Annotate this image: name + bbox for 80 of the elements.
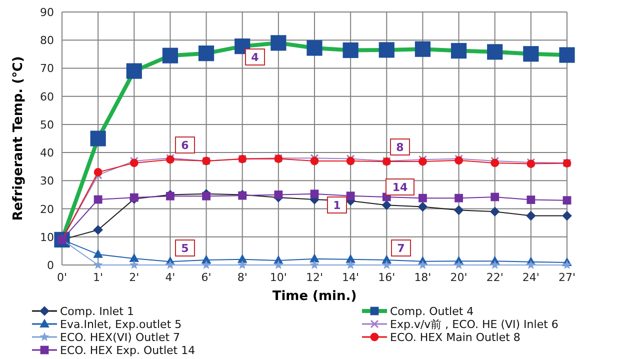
- point: [454, 260, 464, 269]
- point: [238, 260, 248, 269]
- annotation: 6: [181, 139, 190, 152]
- x-tick-label: 22': [486, 271, 504, 284]
- y-tick-label: 60: [40, 90, 54, 104]
- legend-label: Comp. Outlet 4: [390, 305, 474, 318]
- point: [382, 260, 392, 269]
- point: [454, 194, 463, 202]
- point: [562, 196, 572, 205]
- y-tick-label: 90: [40, 6, 54, 19]
- point: [237, 254, 248, 263]
- x-tick-label: 20': [450, 271, 468, 284]
- point: [490, 206, 500, 216]
- point: [346, 192, 355, 200]
- point: [93, 249, 103, 258]
- point: [418, 260, 428, 269]
- point: [526, 260, 536, 269]
- annotation: 1: [333, 199, 341, 212]
- legend-label: ECO. HEX Main Outlet 8: [390, 331, 520, 344]
- x-tick-label: 4': [165, 271, 176, 284]
- y-tick-label: 80: [40, 34, 54, 48]
- x-tick-label: 18': [414, 271, 432, 284]
- point: [562, 260, 572, 269]
- y-tick-label: 20: [40, 202, 54, 216]
- y-tick-label: 30: [40, 174, 54, 188]
- annotation: 7: [397, 242, 405, 255]
- legend-label: Exp.v/v前 , ECO. HE (VI) Inlet 6: [390, 318, 558, 331]
- legend-label: ECO. HEX(VI) Outlet 7: [60, 331, 180, 344]
- point: [94, 168, 102, 176]
- point: [490, 260, 500, 269]
- point: [346, 254, 356, 263]
- point: [526, 210, 536, 221]
- point: [310, 254, 320, 262]
- point: [274, 260, 284, 269]
- legend-label: Eva.Inlet, Exp.outlet 5: [60, 318, 182, 331]
- point: [562, 210, 572, 221]
- point: [274, 190, 283, 199]
- x-tick-label: 8': [237, 271, 248, 284]
- annotation: 8: [396, 141, 404, 154]
- y-axis-title: Refrigerant Temp. (℃): [11, 56, 26, 221]
- y-tick-label: 0: [47, 259, 54, 272]
- annotation: 5: [181, 242, 189, 255]
- x-tick-label: 27': [558, 271, 576, 284]
- x-tick-label: 16': [378, 271, 396, 284]
- y-tick-label: 10: [40, 230, 54, 244]
- legend-label: Comp. Inlet 1: [60, 305, 134, 318]
- annotation: 4: [251, 51, 260, 64]
- point: [346, 156, 355, 166]
- point: [526, 196, 536, 204]
- point: [418, 202, 428, 212]
- x-axis-title: Time (min.): [272, 289, 357, 304]
- x-tick-label: 12': [306, 271, 324, 284]
- annotation: 14: [392, 181, 408, 194]
- y-tick-label: 70: [40, 62, 54, 76]
- point: [166, 260, 175, 269]
- point: [129, 253, 140, 262]
- point: [93, 224, 103, 235]
- x-tick-label: 2': [129, 271, 140, 284]
- x-tick-label: 0': [56, 271, 68, 284]
- x-tick-label: 24': [522, 271, 540, 284]
- point: [310, 190, 319, 198]
- legend-label: ECO. HEX Exp. Outlet 14: [60, 344, 196, 357]
- point: [202, 192, 210, 200]
- point: [310, 260, 320, 269]
- x-tick-label: 14': [342, 271, 360, 284]
- point: [310, 156, 319, 166]
- y-tick-label: 40: [40, 146, 54, 160]
- point: [454, 205, 464, 216]
- y-tick-label: 50: [40, 118, 54, 132]
- point: [490, 192, 500, 202]
- point: [418, 194, 427, 202]
- point: [129, 260, 139, 269]
- point: [202, 260, 211, 269]
- point: [93, 260, 103, 269]
- point: [382, 200, 392, 210]
- x-tick-label: 6': [201, 271, 212, 284]
- x-tick-label: 1': [93, 271, 104, 284]
- point: [94, 195, 102, 204]
- x-tick-label: 10': [270, 271, 287, 284]
- point: [346, 260, 356, 269]
